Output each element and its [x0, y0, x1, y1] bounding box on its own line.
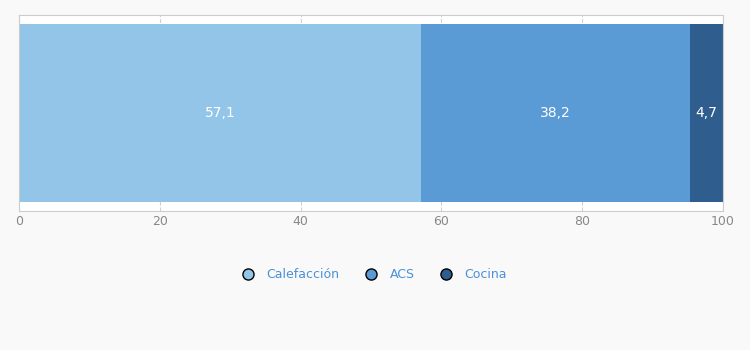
Text: 57,1: 57,1 [205, 106, 236, 120]
Bar [690, 24, 723, 202]
Bar [421, 24, 690, 202]
Text: 4,7: 4,7 [695, 106, 718, 120]
Text: 38,2: 38,2 [540, 106, 571, 120]
Bar [19, 24, 421, 202]
Legend: Calefacción, ACS, Cocina: Calefacción, ACS, Cocina [230, 264, 512, 286]
